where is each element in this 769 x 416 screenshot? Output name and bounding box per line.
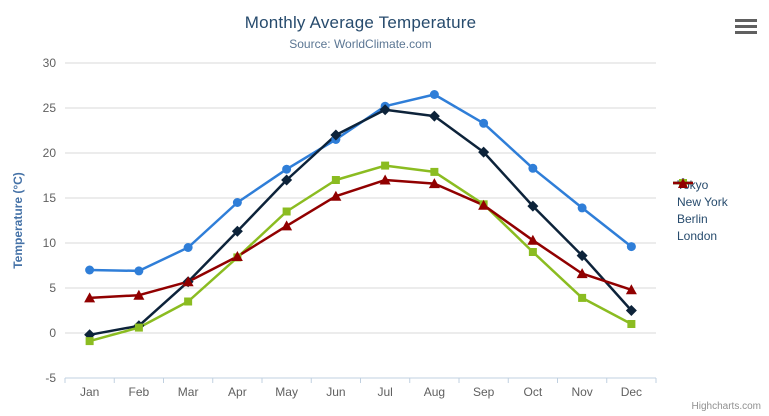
legend-label: Berlin <box>677 211 708 226</box>
data-point-marker <box>281 174 293 186</box>
hamburger-icon <box>735 18 757 22</box>
context-menu-button[interactable] <box>731 14 761 38</box>
y-axis-label: -5 <box>45 371 56 385</box>
data-point-marker <box>232 198 242 207</box>
legend-item-berlin[interactable]: Berlin <box>672 179 728 227</box>
data-point-marker <box>84 292 96 303</box>
data-point-marker <box>184 297 193 306</box>
data-point-marker <box>478 146 490 158</box>
y-axis-label: 30 <box>43 56 57 70</box>
data-point-marker <box>231 225 243 237</box>
x-axis-label: Nov <box>571 385 592 399</box>
data-point-marker <box>281 220 293 231</box>
x-axis-label: Feb <box>129 385 150 399</box>
data-point-marker <box>428 110 440 122</box>
y-axis-label: 0 <box>49 326 56 340</box>
data-point-marker <box>478 199 490 210</box>
data-point-marker <box>430 167 439 176</box>
series-line-new-york <box>88 108 633 337</box>
series-line-tokyo <box>88 93 633 273</box>
legend-item-new-york[interactable]: New York <box>672 178 728 210</box>
data-point-marker <box>379 104 391 116</box>
x-axis-label: Oct <box>524 385 543 399</box>
data-point-marker <box>282 207 291 216</box>
data-point-marker <box>379 174 391 185</box>
data-point-marker <box>134 323 143 332</box>
y-axis-label: 5 <box>49 281 56 295</box>
data-point-marker <box>134 266 144 276</box>
data-point-marker <box>528 248 537 256</box>
data-point-marker <box>429 90 439 99</box>
data-point-marker <box>85 265 95 275</box>
data-point-marker <box>576 268 588 279</box>
data-point-marker <box>183 243 193 252</box>
data-point-marker <box>479 118 489 128</box>
legend-label: London <box>677 228 718 243</box>
data-point-marker <box>626 242 636 252</box>
data-point-marker <box>231 251 243 261</box>
x-axis-label: Jul <box>377 385 392 399</box>
y-axis-label: 25 <box>43 101 57 115</box>
data-point-marker <box>133 289 145 300</box>
x-axis-label: Aug <box>424 385 445 399</box>
x-axis-label: Sep <box>473 385 495 399</box>
legend-marker-london <box>673 178 693 188</box>
y-axis-label: 15 <box>43 191 57 205</box>
data-point-marker <box>627 320 636 328</box>
data-point-marker <box>331 176 340 184</box>
chart-title: Monthly Average Temperature <box>244 13 477 32</box>
legend-label: New York <box>677 194 728 209</box>
hamburger-icon <box>735 30 757 34</box>
data-point-marker <box>625 305 637 316</box>
y-axis-label: 10 <box>43 236 57 250</box>
chart-subtitle: Source: WorldClimate.com <box>289 37 432 51</box>
x-axis-label: Apr <box>228 385 247 399</box>
data-point-marker <box>182 276 194 287</box>
x-axis-label: May <box>275 385 298 399</box>
highcharts-credit-link[interactable]: Highcharts.com <box>691 401 761 412</box>
data-point-marker <box>527 200 539 212</box>
x-axis-label: Mar <box>178 385 199 399</box>
data-point-marker <box>85 337 94 346</box>
hamburger-icon <box>735 24 757 28</box>
data-point-marker <box>577 203 587 213</box>
data-point-marker <box>528 163 538 173</box>
x-axis-label: Dec <box>621 385 642 399</box>
data-point-marker <box>578 293 587 302</box>
legend-item-london[interactable]: London <box>672 178 728 244</box>
y-axis-title: Temperature (°C) <box>11 172 25 269</box>
x-axis-label: Jan <box>80 385 99 399</box>
series-line-berlin <box>88 164 633 343</box>
data-point-marker <box>527 234 539 245</box>
data-point-marker <box>330 190 342 201</box>
data-point-marker <box>576 250 588 262</box>
x-axis-label: Jun <box>326 385 345 399</box>
legend: Tokyo New York Berlin London <box>672 176 728 244</box>
y-axis-label: 20 <box>43 146 57 160</box>
data-point-marker <box>282 164 292 174</box>
data-point-marker <box>428 178 440 189</box>
series-line-london <box>88 178 633 300</box>
data-point-marker <box>330 129 342 141</box>
data-point-marker <box>381 161 390 170</box>
data-point-marker <box>625 284 637 295</box>
